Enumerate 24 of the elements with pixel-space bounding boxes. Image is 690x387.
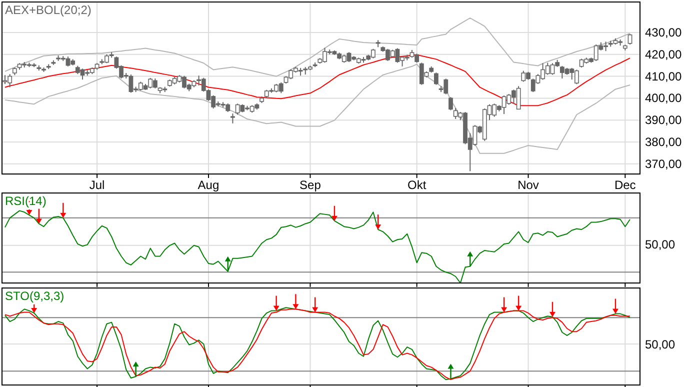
y-tick-label: 410,00 bbox=[645, 69, 682, 84]
x-tick-label: Dec bbox=[614, 178, 636, 192]
x-tick-label: Nov bbox=[518, 178, 539, 192]
candlestick bbox=[628, 33, 632, 46]
chart-title: STO(9,3,3) bbox=[5, 289, 64, 303]
x-tick-label: Aug bbox=[198, 178, 220, 192]
chart-title: AEX+BOL(20;2) bbox=[5, 3, 92, 17]
x-tick-label: Okt bbox=[407, 178, 427, 192]
x-tick-label: Sep bbox=[300, 178, 322, 192]
line-series bbox=[4, 17, 630, 77]
y-tick-label: 420,00 bbox=[645, 47, 682, 62]
line-series bbox=[4, 64, 630, 154]
candlestick bbox=[434, 72, 438, 86]
y-tick-label: 400,00 bbox=[645, 91, 682, 106]
text: 50,00 bbox=[645, 338, 676, 352]
text: 50,00 bbox=[645, 238, 676, 252]
y-tick-label: 380,00 bbox=[645, 135, 682, 150]
x-tick-label: Jul bbox=[89, 178, 105, 192]
candlestick bbox=[230, 113, 235, 124]
y-tick-label: 430,00 bbox=[645, 25, 682, 40]
y-tick-label: 390,00 bbox=[645, 113, 682, 128]
candlestick bbox=[448, 96, 453, 111]
chart-title: RSI(14) bbox=[5, 194, 46, 208]
y-tick-label: 370,00 bbox=[645, 156, 682, 171]
